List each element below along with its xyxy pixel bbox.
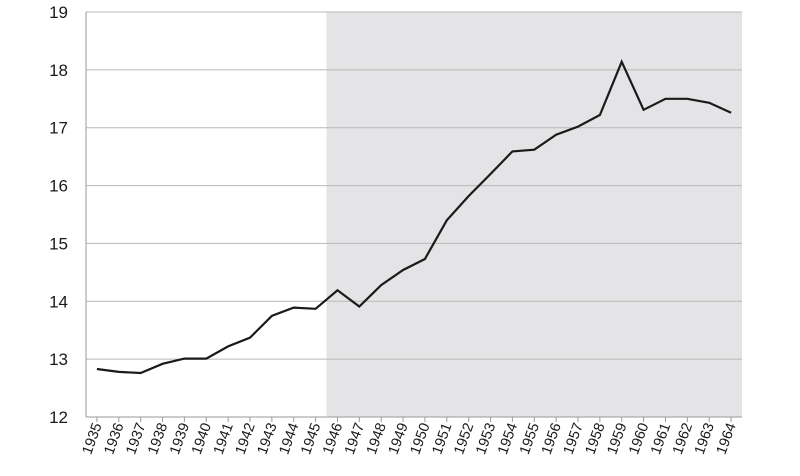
y-tick-label: 17: [49, 119, 68, 138]
y-tick-label: 19: [49, 3, 68, 22]
y-tick-label: 14: [49, 292, 68, 311]
y-tick-label: 15: [49, 234, 68, 253]
y-tick-label: 13: [49, 350, 68, 369]
series-line: [96, 59, 732, 375]
y-tick-label: 16: [49, 177, 68, 196]
shaded-region: [326, 12, 742, 417]
y-tick-label: 12: [49, 408, 68, 427]
y-tick-label: 18: [49, 61, 68, 80]
